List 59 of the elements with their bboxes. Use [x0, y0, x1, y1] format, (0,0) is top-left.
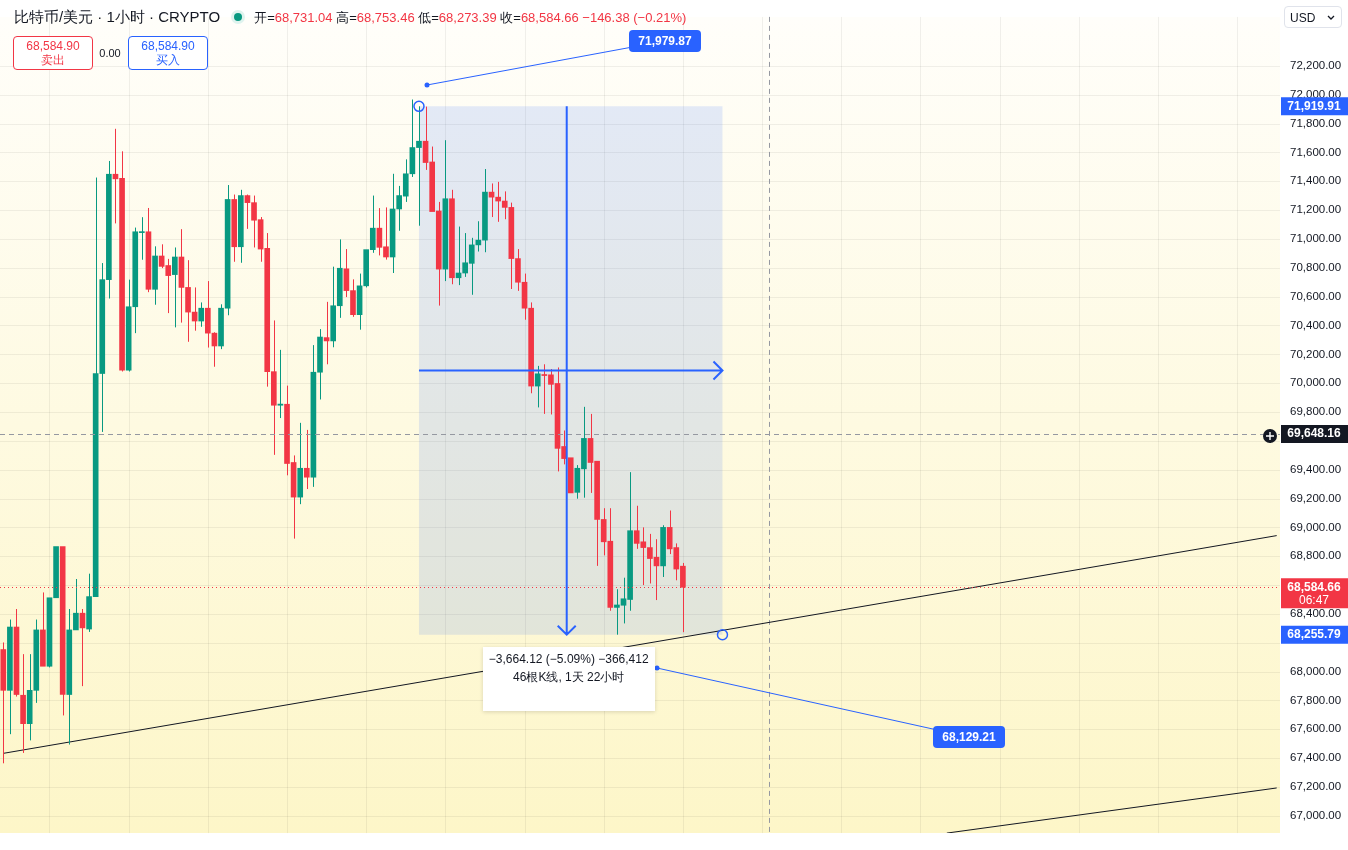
candlestick — [172, 246, 178, 328]
y-tick-label: 67,400.00 — [1290, 751, 1342, 764]
candlestick — [66, 608, 73, 746]
y-tick-label: 70,800.00 — [1290, 260, 1342, 273]
candlestick — [0, 641, 7, 764]
candlestick — [20, 653, 26, 754]
y-tick-label: 70,600.00 — [1290, 289, 1342, 302]
candlestick — [73, 578, 79, 631]
candlestick — [449, 189, 455, 285]
candlestick — [231, 194, 238, 263]
info-box: −3,664.12 (−5.09%) −366,412 46根K线, 1天 22小时 — [482, 646, 655, 711]
text: 68,255.79 — [1287, 627, 1342, 642]
annotation: 68,129.21 — [933, 726, 1005, 748]
chart-subtitle: 开=68,731.04 高=68,753.46 低=68,273.39 收=68,584.66 −146.38 (−0.21%) — [254, 10, 687, 25]
candlestick — [534, 365, 541, 408]
ref-line-label: 68,584.66 — [1287, 579, 1342, 594]
candlestick — [303, 429, 310, 490]
candlestick — [482, 168, 488, 253]
annotation: 买入 — [155, 53, 181, 67]
y-tick-label: 69,800.00 — [1290, 405, 1342, 418]
candlestick — [7, 619, 13, 735]
y-tick-label: 69,200.00 — [1290, 491, 1342, 504]
y-tick-label: 68,800.00 — [1290, 549, 1342, 562]
text: 71,919.91 — [1287, 98, 1342, 113]
chart-title: 比特币/美元 · 1小时 · CRYPTO — [14, 8, 221, 25]
y-tick-label: 71,400.00 — [1290, 174, 1342, 187]
candlestick — [238, 189, 244, 264]
y-tick-label: 67,600.00 — [1290, 722, 1342, 735]
annotation: 71,979.87 — [629, 30, 701, 52]
y-tick-label: 67,000.00 — [1290, 808, 1342, 821]
y-tick-label: 68,400.00 — [1290, 607, 1342, 620]
text: USD — [1290, 11, 1316, 25]
y-tick-label: 70,000.00 — [1290, 376, 1342, 389]
ref-line-label: 69,648.16 — [1287, 426, 1342, 441]
y-tick-label: 72,200.00 — [1290, 59, 1342, 72]
y-tick-label: 67,800.00 — [1290, 693, 1342, 706]
candlestick — [660, 524, 666, 578]
y-tick-label: 70,200.00 — [1290, 347, 1342, 360]
y-tick-label: 71,600.00 — [1290, 145, 1342, 158]
y-tick-label: 71,200.00 — [1290, 203, 1342, 216]
y-tick-label: 67,200.00 — [1290, 780, 1342, 793]
y-tick-label: 69,400.00 — [1290, 462, 1342, 475]
annotation: 68,584.90 — [25, 39, 81, 53]
y-tick-label: 71,000.00 — [1290, 232, 1342, 245]
candlestick — [567, 457, 574, 494]
candlestick — [205, 280, 211, 349]
annotation: 0.00 — [98, 46, 122, 60]
candlestick — [40, 591, 46, 667]
candlestick — [152, 245, 158, 306]
annotation: 68,584.90 — [140, 39, 196, 53]
y-tick-label: 70,400.00 — [1290, 318, 1342, 331]
band-label: −3,664.12 (−5.09%) −366,412 46根K线, 1天 22小时 — [487, 650, 650, 686]
candlestick — [297, 422, 304, 505]
candlestick — [198, 301, 205, 328]
annotation: 卖出 — [40, 53, 66, 67]
y-tick-label: 71,800.00 — [1290, 116, 1342, 129]
text: 06:47 — [1298, 592, 1330, 607]
y-tick-label: 69,000.00 — [1290, 520, 1342, 533]
y-tick-label: 68,000.00 — [1290, 664, 1342, 677]
